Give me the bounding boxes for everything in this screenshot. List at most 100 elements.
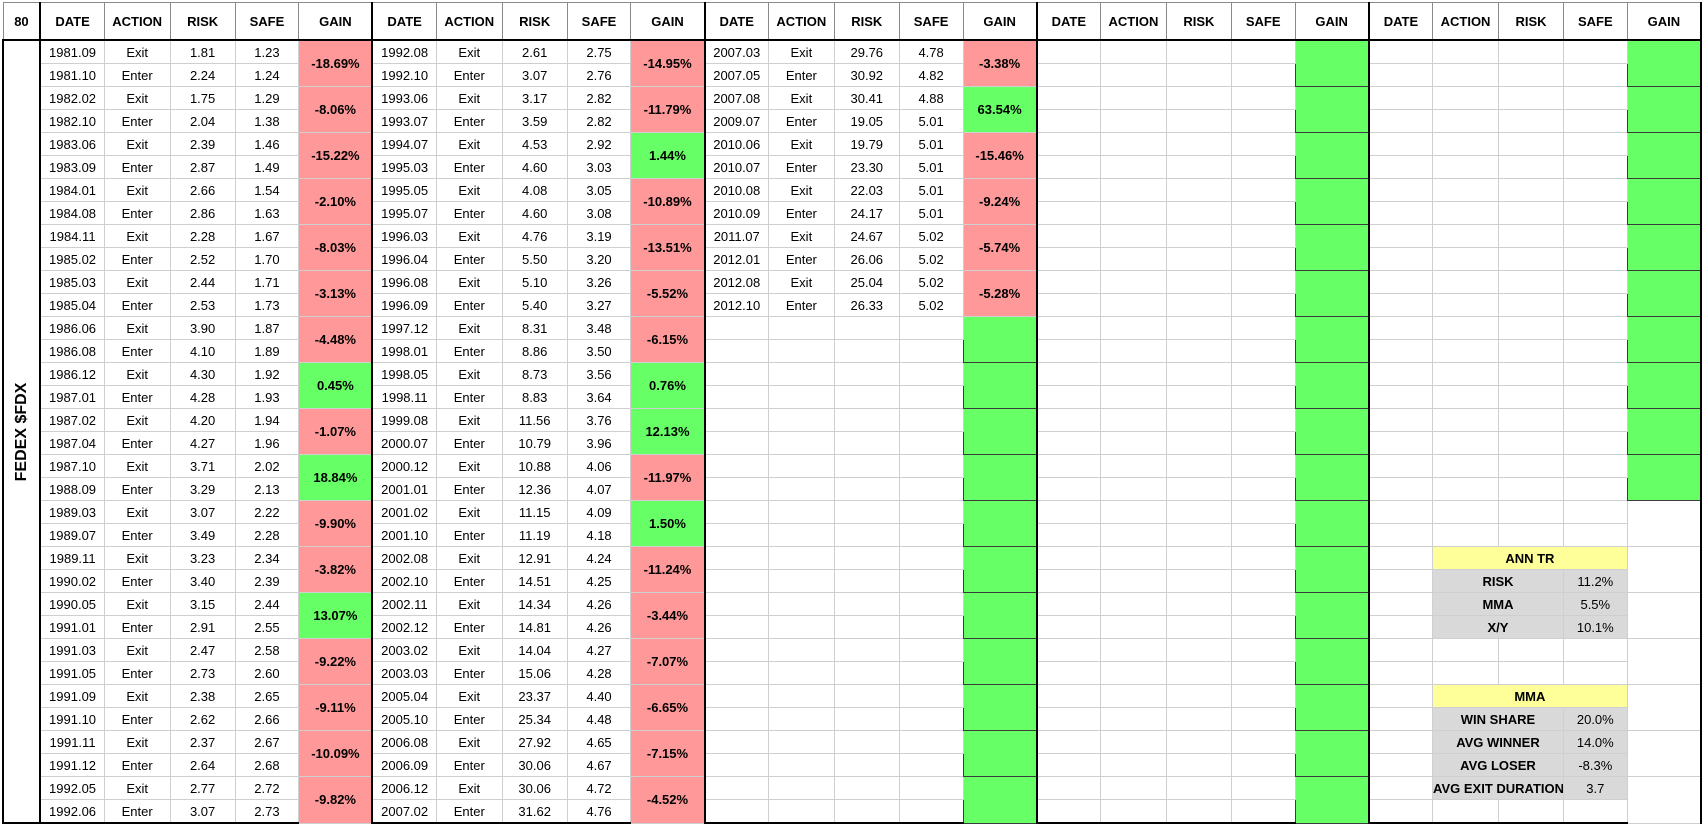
cell-risk[interactable]: 2.04 <box>169 109 236 133</box>
empty-cell[interactable] <box>1230 569 1296 593</box>
gain-cell[interactable]: -4.52% <box>630 776 706 824</box>
cell-risk[interactable]: 26.06 <box>833 247 900 271</box>
cell-safe[interactable]: 2.58 <box>234 638 300 662</box>
empty-cell[interactable] <box>1099 293 1167 317</box>
empty-cell[interactable] <box>1099 339 1167 363</box>
cell-date[interactable]: 1992.05 <box>39 776 105 800</box>
empty-cell[interactable] <box>1368 799 1434 824</box>
cell-date[interactable]: 2002.12 <box>371 615 437 639</box>
gain-cell[interactable] <box>1626 776 1702 824</box>
empty-cell[interactable] <box>1099 500 1167 524</box>
empty-cell[interactable] <box>1230 684 1296 708</box>
empty-cell[interactable] <box>1230 615 1296 639</box>
empty-cell[interactable] <box>1562 638 1628 662</box>
cell-safe[interactable]: 4.76 <box>566 799 632 824</box>
empty-cell[interactable] <box>1230 730 1296 754</box>
empty-cell[interactable] <box>1368 408 1434 432</box>
cell-safe[interactable]: 1.46 <box>234 132 300 156</box>
cell-date[interactable]: 1995.05 <box>371 178 437 202</box>
column-header-action[interactable]: ACTION <box>1432 2 1500 41</box>
cell-date[interactable]: 2012.10 <box>704 293 769 317</box>
empty-cell[interactable] <box>1165 615 1232 639</box>
cell-action[interactable]: Exit <box>103 39 171 64</box>
empty-cell[interactable] <box>898 638 964 662</box>
gain-cell[interactable]: -2.10% <box>298 178 374 225</box>
cell-action[interactable]: Exit <box>103 730 171 754</box>
empty-cell[interactable] <box>704 523 769 547</box>
empty-cell[interactable] <box>1498 224 1564 248</box>
cell-risk[interactable]: 10.79 <box>501 431 568 455</box>
empty-cell[interactable] <box>1432 270 1500 294</box>
empty-cell[interactable] <box>898 730 964 754</box>
empty-cell[interactable] <box>1099 569 1167 593</box>
empty-cell[interactable] <box>833 592 900 616</box>
empty-cell[interactable] <box>833 316 900 340</box>
cell-date[interactable]: 1993.07 <box>371 109 437 133</box>
empty-cell[interactable] <box>1036 362 1101 386</box>
empty-cell[interactable] <box>1230 500 1296 524</box>
cell-date[interactable]: 1990.02 <box>39 569 105 593</box>
cell-risk[interactable]: 2.86 <box>169 201 236 225</box>
cell-risk[interactable]: 3.07 <box>501 63 568 87</box>
empty-cell[interactable] <box>704 385 769 409</box>
cell-date[interactable]: 1990.05 <box>39 592 105 616</box>
empty-cell[interactable] <box>833 339 900 363</box>
gain-cell[interactable] <box>1294 546 1370 593</box>
empty-cell[interactable] <box>1562 224 1628 248</box>
empty-cell[interactable] <box>898 776 964 800</box>
cell-risk[interactable]: 2.39 <box>169 132 236 156</box>
empty-cell[interactable] <box>1099 615 1167 639</box>
cell-action[interactable]: Exit <box>435 546 503 570</box>
cell-date[interactable]: 1986.12 <box>39 362 105 386</box>
empty-cell[interactable] <box>1562 431 1628 455</box>
gain-cell[interactable]: 1.50% <box>630 500 706 547</box>
gain-cell[interactable] <box>962 638 1038 685</box>
empty-cell[interactable] <box>1368 362 1434 386</box>
empty-cell[interactable] <box>1368 339 1434 363</box>
cell-date[interactable]: 2002.11 <box>371 592 437 616</box>
cell-risk[interactable]: 4.20 <box>169 408 236 432</box>
empty-cell[interactable] <box>767 615 835 639</box>
gain-cell[interactable]: -3.38% <box>962 39 1038 87</box>
cell-action[interactable]: Exit <box>103 178 171 202</box>
empty-cell[interactable] <box>1498 316 1564 340</box>
empty-cell[interactable] <box>1368 132 1434 156</box>
cell-date[interactable]: 1987.04 <box>39 431 105 455</box>
cell-date[interactable]: 2007.05 <box>704 63 769 87</box>
column-header-date[interactable]: DATE <box>39 2 105 41</box>
cell-safe[interactable]: 2.13 <box>234 477 300 501</box>
cell-action[interactable]: Exit <box>435 592 503 616</box>
cell-safe[interactable]: 1.49 <box>234 155 300 179</box>
empty-cell[interactable] <box>833 408 900 432</box>
empty-cell[interactable] <box>833 707 900 731</box>
column-header-gain[interactable]: GAIN <box>298 2 374 41</box>
empty-cell[interactable] <box>1432 454 1500 478</box>
empty-cell[interactable] <box>1099 408 1167 432</box>
cell-date[interactable]: 2003.03 <box>371 661 437 685</box>
empty-cell[interactable] <box>1432 661 1500 685</box>
gain-cell[interactable]: -18.69% <box>298 39 374 87</box>
empty-cell[interactable] <box>1099 63 1167 87</box>
empty-cell[interactable] <box>1498 385 1564 409</box>
cell-action[interactable]: Exit <box>435 86 503 110</box>
empty-cell[interactable] <box>1036 661 1101 685</box>
gain-cell[interactable]: -8.03% <box>298 224 374 271</box>
cell-risk[interactable]: 3.49 <box>169 523 236 547</box>
cell-action[interactable]: Enter <box>435 753 503 777</box>
column-header-gain[interactable]: GAIN <box>630 2 706 41</box>
cell-risk[interactable]: 2.61 <box>501 39 568 64</box>
cell-risk[interactable]: 30.92 <box>833 63 900 87</box>
empty-cell[interactable] <box>704 776 769 800</box>
cell-safe[interactable]: 4.28 <box>566 661 632 685</box>
gain-cell[interactable]: -13.51% <box>630 224 706 271</box>
empty-cell[interactable] <box>767 454 835 478</box>
empty-cell[interactable] <box>1099 155 1167 179</box>
empty-cell[interactable] <box>1230 362 1296 386</box>
cell-risk[interactable]: 2.73 <box>169 661 236 685</box>
cell-date[interactable]: 1998.01 <box>371 339 437 363</box>
cell-risk[interactable]: 3.29 <box>169 477 236 501</box>
cell-safe[interactable]: 2.55 <box>234 615 300 639</box>
empty-cell[interactable] <box>767 592 835 616</box>
cell-date[interactable]: 1999.08 <box>371 408 437 432</box>
cell-date[interactable]: 1987.10 <box>39 454 105 478</box>
